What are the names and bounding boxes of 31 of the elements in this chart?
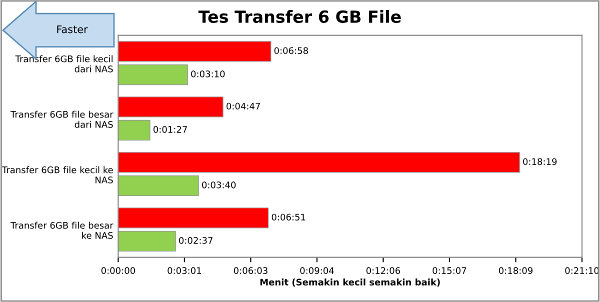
x-tick-label: 0:21:10 (565, 267, 599, 274)
y-tick-label: Transfer 6GB file kecil ke NAS (2, 166, 113, 184)
chart-title: Tes Transfer 6 GB File (198, 10, 401, 23)
y-tick-label: Transfer 6GB file besar dari NAS (10, 110, 114, 128)
bar (118, 96, 224, 118)
data-label: 0:06:51 (272, 214, 306, 221)
x-tick-label: 0:12:06 (366, 267, 400, 274)
x-tick-label: 0:09:04 (300, 267, 334, 274)
data-label: 0:01:27 (153, 126, 187, 133)
bar (118, 64, 188, 86)
bar (118, 120, 150, 141)
data-label: 0:02:37 (179, 237, 212, 244)
x-tick-label: 0:15:07 (432, 267, 466, 274)
data-label: 0:03:10 (191, 70, 225, 78)
data-label: 0:06:58 (274, 47, 308, 54)
bar (118, 208, 269, 228)
x-tick-label: 0:03:01 (168, 267, 202, 274)
x-tick-label: 0:18:09 (498, 267, 533, 274)
y-tick-label: Transfer 6GB file besar ke NAS (10, 222, 114, 239)
bar (118, 175, 199, 196)
text: Faster (57, 25, 88, 34)
bar (118, 41, 272, 62)
x-tick-label: 0:00:00 (101, 267, 135, 274)
bar (118, 152, 520, 173)
data-label: 0:04:47 (226, 102, 260, 110)
y-tick-label: Transfer 6GB file kecil dari NAS (15, 55, 113, 72)
x-axis-title: Menit (Semakin kecil semakin baik) (260, 278, 440, 287)
x-tick-label: 0:06:03 (234, 267, 268, 274)
bar (118, 230, 176, 252)
data-label: 0:18:19 (523, 158, 557, 166)
data-label: 0:03:40 (202, 182, 236, 188)
